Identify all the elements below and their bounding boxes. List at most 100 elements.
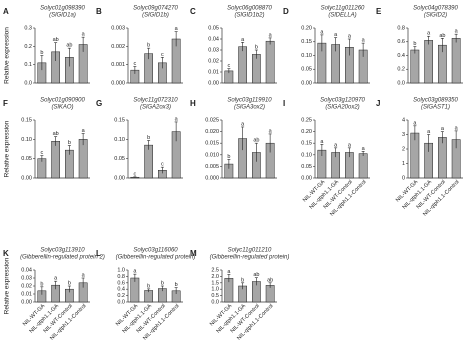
y-tick-label: 0.04 — [21, 267, 32, 273]
y-tick-label: 1.5 — [211, 280, 219, 286]
significance-letter: b — [241, 277, 244, 283]
significance-letter: ab — [53, 37, 59, 43]
y-tick-label: 2.0 — [211, 274, 219, 280]
y-tick-label: 0.03 — [21, 275, 32, 281]
panel-subtitle: (Gibberellin-regulated protein) — [210, 255, 290, 261]
significance-letter: a — [241, 37, 245, 43]
panel-subtitle: (SlGID1b) — [142, 13, 169, 19]
y-tick-label: 0.0 — [211, 299, 219, 305]
panel-title: Solyc03g120970 — [320, 98, 365, 104]
significance-letter: ab — [439, 33, 445, 39]
significance-letter: c — [41, 150, 44, 156]
significance-letter: a — [82, 128, 86, 134]
y-tick-label: 0.10 — [114, 137, 125, 143]
y-axis-label: Relative expression — [4, 257, 11, 314]
bar — [438, 137, 447, 179]
panel-letter: E — [376, 7, 382, 16]
significance-letter: ab — [66, 43, 72, 49]
panel-subtitle: (SlKAO) — [51, 105, 73, 111]
significance-letter: b — [175, 282, 178, 288]
panel-letter: M — [190, 249, 197, 258]
y-tick-label: 0.003 — [111, 25, 125, 31]
significance-letter: a — [348, 142, 352, 148]
bar — [265, 40, 275, 84]
panel-subtitle: (SlGA2ox3) — [140, 105, 171, 111]
significance-letter: a — [427, 31, 431, 37]
significance-letter: c — [228, 63, 231, 69]
y-tick-label: 2 — [402, 146, 405, 152]
y-tick-label: 1.0 — [211, 287, 219, 293]
y-tick-label: 0.15 — [301, 39, 312, 45]
panel-title: Solyc11g011260 — [321, 6, 365, 12]
y-tick-label: 1 — [402, 161, 405, 167]
significance-letter: a — [269, 32, 273, 38]
y-tick-label: 0.05 — [301, 67, 312, 73]
panel-letter: C — [190, 7, 196, 16]
y-tick-label: 0.00 — [21, 175, 32, 181]
significance-letter: a — [413, 120, 417, 126]
y-tick-label: 4 — [402, 117, 405, 123]
significance-letter: a — [269, 128, 273, 134]
panel-title: Solyc03g113910 — [40, 248, 85, 254]
significance-letter: a — [175, 26, 179, 32]
panel-title: Solyc04g078390 — [413, 6, 458, 12]
y-tick-label: 0.20 — [301, 129, 312, 135]
y-tick-label: 0.10 — [21, 137, 32, 143]
y-tick-label: 0.005 — [205, 164, 219, 170]
y-tick-label: 0.2 — [397, 67, 405, 73]
significance-letter: b — [227, 154, 230, 160]
y-tick-label: 0.00 — [114, 175, 125, 181]
significance-letter: b — [40, 50, 43, 56]
panel-letter: A — [3, 7, 9, 16]
panel-letter: K — [3, 249, 9, 258]
significance-letter: a — [455, 125, 459, 131]
panel-subtitle: (SlGA3ox2) — [234, 105, 265, 111]
significance-letter: a — [362, 146, 366, 152]
y-tick-label: 0.25 — [301, 117, 312, 123]
bar — [238, 46, 247, 84]
panel-title: Solyc01g090900 — [40, 98, 85, 104]
y-tick-label: 0.01 — [21, 291, 32, 297]
panel-title: Solyc11g072310 — [133, 98, 178, 104]
y-tick-label: 0.001 — [111, 62, 125, 68]
y-tick-label: 0.01 — [208, 69, 219, 75]
significance-letter: a — [348, 33, 352, 39]
significance-letter: a — [362, 38, 366, 44]
significance-letter: b — [147, 43, 150, 49]
significance-letter: a — [227, 269, 231, 275]
y-tick-label: 0.02 — [208, 58, 219, 64]
y-tick-label: 0.15 — [301, 141, 312, 147]
significance-letter: b — [255, 44, 258, 50]
y-tick-label: 3 — [402, 132, 405, 138]
significance-letter: a — [334, 32, 338, 38]
significance-letter: ab — [253, 138, 259, 144]
panel-letter: B — [96, 7, 102, 16]
y-tick-label: 0.2 — [117, 293, 125, 299]
significance-letter: b — [147, 135, 150, 141]
panel-subtitle: (SlDELLA) — [328, 13, 356, 19]
y-tick-label: 0.04 — [208, 36, 219, 42]
y-tick-label: 0.05 — [208, 25, 219, 31]
y-tick-label: 0.4 — [117, 287, 125, 293]
y-tick-label: 0.05 — [21, 156, 32, 162]
y-tick-label: 0.10 — [301, 152, 312, 158]
panel-subtitle: (SlGAST1) — [421, 105, 450, 111]
significance-letter: a — [455, 29, 459, 35]
y-tick-label: 0.00 — [301, 80, 312, 86]
significance-letter: c — [161, 52, 164, 58]
bar — [451, 38, 461, 84]
significance-letter: b — [68, 140, 71, 146]
significance-letter: c — [134, 61, 137, 67]
significance-letter: a — [82, 32, 86, 38]
y-tick-label: 0.00 — [301, 175, 312, 181]
significance-letter: a — [334, 142, 338, 148]
y-tick-label: 0.025 — [205, 117, 219, 123]
y-tick-label: 0.00 — [21, 299, 32, 305]
significance-letter: b — [413, 41, 416, 47]
significance-letter: b — [40, 281, 43, 287]
significance-letter: c — [161, 162, 164, 168]
panel-letter: L — [96, 249, 101, 258]
y-tick-label: 0.1 — [24, 62, 32, 68]
y-tick-label: 0.10 — [301, 53, 312, 59]
